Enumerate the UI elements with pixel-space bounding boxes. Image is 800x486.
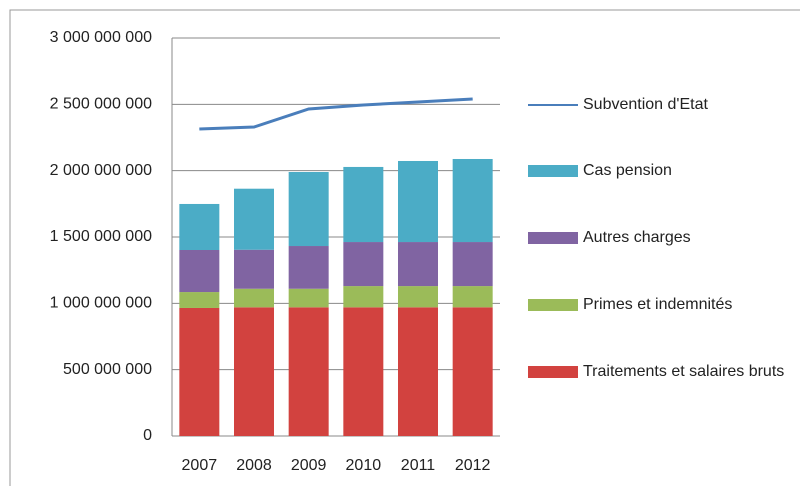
y-tick-label: 3 000 000 000 xyxy=(50,29,152,46)
bar-segment xyxy=(234,249,274,289)
bar-segment xyxy=(179,203,220,251)
bar-segment xyxy=(288,288,329,308)
bar-segment xyxy=(398,242,438,287)
legend-swatch xyxy=(528,299,578,311)
y-tick-label: 500 000 000 xyxy=(63,361,152,378)
bar-segment xyxy=(179,250,220,293)
bar-segment xyxy=(343,242,384,287)
bar-segment xyxy=(452,307,493,436)
bar-segment xyxy=(234,288,274,308)
bar-segment xyxy=(343,307,384,436)
legend-label: Subvention d'Etat xyxy=(583,96,708,113)
bar-segment xyxy=(179,292,220,308)
bar-segment xyxy=(343,166,384,243)
bar-segment xyxy=(398,307,438,436)
y-tick-label: 1 500 000 000 xyxy=(50,228,152,245)
x-tick-label: 2010 xyxy=(346,457,382,474)
y-tick-label: 1 000 000 000 xyxy=(50,295,152,312)
bar-segment xyxy=(179,307,220,436)
bar-segment xyxy=(234,307,274,436)
line-series xyxy=(199,97,473,131)
bar-segment xyxy=(452,242,493,287)
bar-segment xyxy=(343,286,384,308)
y-tick-label: 0 xyxy=(143,427,152,444)
bar-segment xyxy=(452,158,493,243)
bar-segment xyxy=(234,188,274,250)
bar-segment xyxy=(398,160,438,243)
bar-segment xyxy=(288,307,329,436)
chart-frame xyxy=(9,9,800,486)
bar-segment xyxy=(288,171,329,247)
y-tick-label: 2 500 000 000 xyxy=(50,96,152,113)
y-tick-label: 2 000 000 000 xyxy=(50,162,152,179)
x-tick-label: 2011 xyxy=(401,457,436,474)
bar-segment xyxy=(288,246,329,289)
legend-swatch xyxy=(528,165,578,177)
x-tick-label: 2012 xyxy=(455,457,491,474)
legend-label: Traitements et salaires bruts xyxy=(583,363,785,380)
legend-swatch xyxy=(528,366,578,378)
x-tick-label: 2008 xyxy=(236,457,272,474)
x-tick-label: 2007 xyxy=(182,457,218,474)
bar-segment xyxy=(398,286,438,308)
legend-label: Cas pension xyxy=(583,162,672,179)
legend-label: Autres charges xyxy=(583,229,691,246)
legend-label: Primes et indemnités xyxy=(583,296,733,313)
x-tick-label: 2009 xyxy=(291,457,327,474)
bar-segment xyxy=(452,286,493,308)
legend-swatch xyxy=(528,232,578,244)
